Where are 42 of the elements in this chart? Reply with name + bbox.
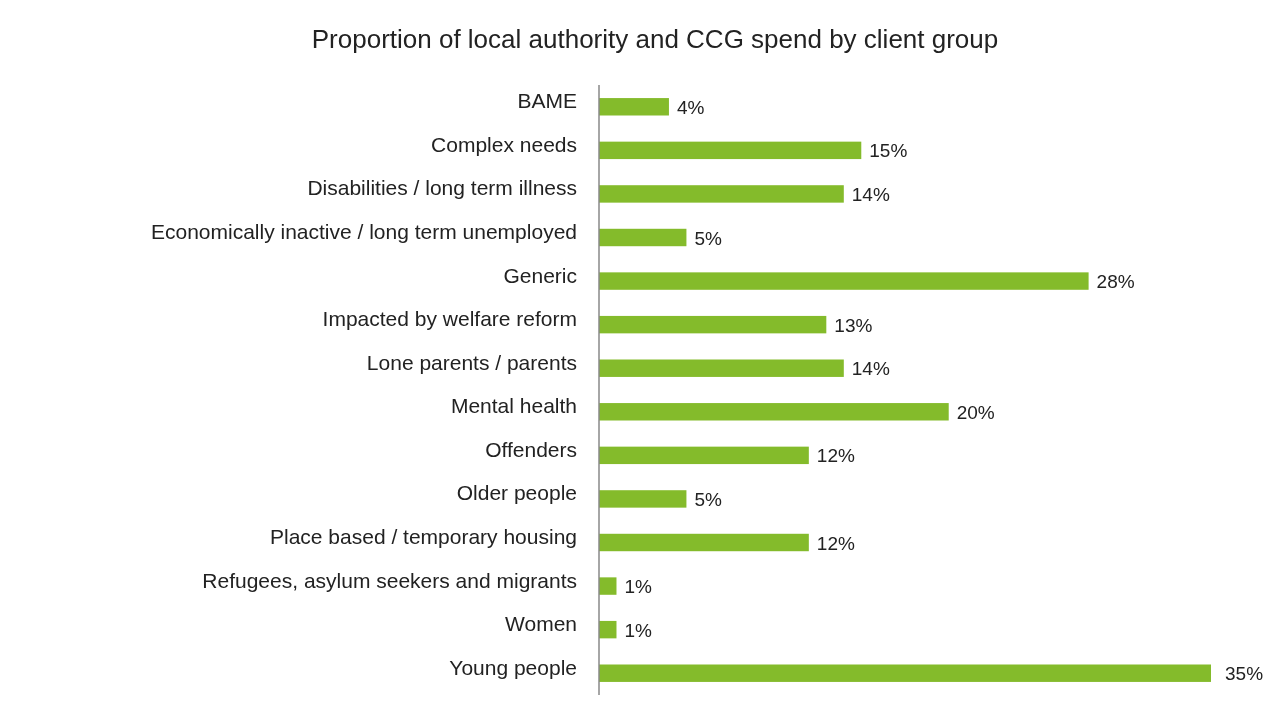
bar [599,141,862,160]
y-tick-label: Older people [456,481,577,505]
bar [599,577,617,595]
data-label: 1% [624,576,653,598]
chart-title: Proportion of local authority and CCG spend by client group [311,24,999,54]
bar [599,359,844,377]
y-tick-label: Complex needs [431,132,577,156]
y-tick-label: Disabilities / long term illness [307,176,577,200]
y-tick-label: Mental health [450,394,577,418]
data-label: 12% [816,532,855,554]
y-tick-label: Young people [449,655,577,679]
data-label: 12% [816,445,855,467]
data-label: 5% [694,488,722,510]
data-label: 28% [1096,271,1135,293]
bar [599,272,1089,290]
y-tick-label: Generic [503,263,577,287]
data-label: 4% [676,96,705,118]
data-label: 14% [851,183,890,205]
bar [599,490,687,508]
y-tick-label: Impacted by welfare reform [322,307,577,331]
bar [599,98,669,116]
data-label: 35% [1225,663,1264,685]
data-label: 1% [624,619,653,641]
y-tick-label: Economically inactive / long term unemployed [150,220,577,244]
y-tick-label: Offenders [485,437,577,461]
data-label: 5% [694,227,722,249]
y-tick-label: Women [505,612,577,636]
bar [599,185,844,203]
bar [599,533,809,552]
bar [599,446,809,465]
y-tick-label: BAME [517,89,577,113]
data-label: 14% [851,358,890,380]
data-label: 13% [834,314,873,336]
bar [599,228,687,247]
bar [599,664,1211,682]
bar [599,315,827,334]
y-tick-label: Refugees, asylum seekers and migrants [202,568,577,592]
y-tick-label: Lone parents / parents [366,350,577,374]
bar [599,403,949,421]
y-tick-label: Place based / temporary housing [269,525,577,549]
data-label: 20% [956,401,995,423]
data-label: 15% [869,140,908,162]
